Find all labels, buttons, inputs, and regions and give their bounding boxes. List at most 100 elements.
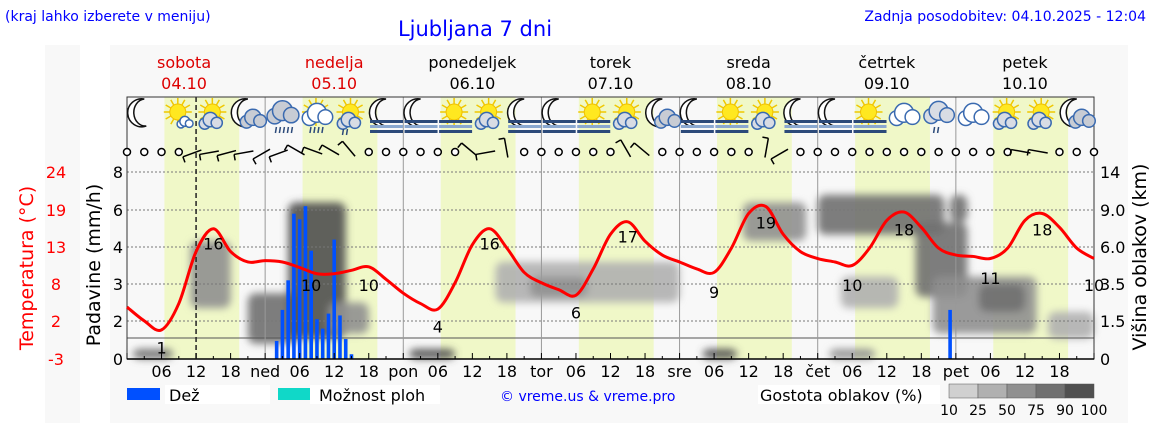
sun-ray (495, 115, 502, 120)
temperature-value-label: 16 (203, 234, 223, 253)
calm-wind-icon (381, 147, 391, 157)
cloud-puff (184, 118, 194, 129)
sun-ray (630, 99, 635, 106)
sun-cloud-icon (612, 98, 641, 130)
sun-ray (460, 104, 467, 109)
cloud-puff (486, 116, 500, 130)
sun-ray (215, 99, 220, 106)
cloud-height-tick: 3.5 (1100, 275, 1125, 294)
day-name: sobota (157, 53, 211, 72)
temperature-value-label: 10 (842, 276, 862, 295)
calm-wind-icon (1089, 147, 1099, 157)
copyright-link[interactable]: © vreme.us & vreme.pro (500, 389, 675, 405)
rain-bar (343, 339, 348, 359)
sun-ray (860, 99, 866, 106)
day-headers: sobota 04.10 nedelja 05.10 ponedeljek 06.10 to… (157, 53, 1048, 93)
barb-shaft (620, 139, 632, 158)
rain-bar (948, 309, 952, 359)
rain-bars (274, 206, 952, 359)
calm-wind-icon (744, 147, 753, 157)
rain-drop (274, 126, 278, 134)
precip-tick: 2 (113, 312, 123, 331)
x-day-label: ned (250, 362, 280, 381)
colorbar-tick: 50 (998, 403, 1016, 419)
x-tick-label: 18 (635, 362, 655, 381)
rain-drop (321, 126, 324, 134)
density-colorbar: 10 25 50 75 90 100 (940, 383, 1107, 419)
colorbar-tick: 75 (1027, 403, 1045, 419)
barb-tick (216, 155, 220, 162)
rain-drop (309, 126, 312, 134)
sun-ray (994, 104, 1001, 109)
temperature-value-label: 10 (301, 276, 321, 295)
sun-ray (184, 104, 191, 109)
colorbar-tick: 25 (969, 403, 987, 419)
fog-line (370, 125, 404, 128)
sun-ray (337, 104, 344, 109)
calm-wind-icon (519, 147, 529, 157)
sun-ray (480, 99, 486, 106)
fog-line (370, 130, 404, 133)
barb-tick (1009, 149, 1012, 156)
x-day-label: pon (388, 362, 418, 381)
calm-wind-icon (692, 147, 702, 157)
colorbar-tick: 10 (940, 403, 958, 419)
moon-cloud-icon (645, 98, 682, 129)
barb-shaft (233, 150, 254, 156)
fog-line (818, 120, 852, 123)
sun-fog-icon (853, 98, 887, 133)
moon-fog-icon (783, 98, 818, 133)
moon-fog-icon (506, 98, 542, 133)
sun-ray (633, 104, 640, 109)
sun-ray (875, 115, 882, 120)
x-tick-label: 06 (704, 362, 724, 381)
fog-line (784, 120, 818, 123)
sun-ray (717, 104, 724, 109)
sun-ray (598, 115, 605, 120)
calm-wind-icon (606, 147, 615, 157)
calm-wind-icon (399, 147, 408, 157)
temperature-value-label: 4 (433, 317, 443, 336)
fog-line (853, 130, 887, 133)
sun-ray (1047, 104, 1054, 109)
barb-tick (1026, 149, 1030, 156)
cloud-region (529, 276, 588, 297)
rain-bar (286, 280, 290, 359)
sun-ray (441, 104, 448, 109)
sun-ray (579, 115, 586, 120)
sun-disc (445, 103, 463, 121)
cloud-height-axis-label: Višina oblakov (km) (1129, 164, 1151, 351)
calm-wind-icon (537, 147, 546, 157)
sun-ray (875, 104, 882, 109)
cloud-region (1047, 311, 1094, 339)
temperature-value-label: 18 (1032, 220, 1052, 239)
calm-wind-icon (1055, 147, 1064, 157)
cloud-puff (904, 108, 921, 126)
rain-bar (332, 239, 337, 359)
barb-shaft (764, 138, 770, 158)
x-tick-label: 12 (186, 362, 206, 381)
rain-drop (278, 126, 282, 134)
fog-line (818, 125, 852, 128)
rain-drop (317, 126, 320, 134)
sun-ray (579, 104, 586, 109)
fog-line (853, 120, 887, 123)
x-tick-label: 18 (1049, 362, 1069, 381)
sun-ray (1044, 99, 1049, 106)
cloud-puff (938, 106, 956, 124)
sun-ray (1028, 104, 1035, 109)
rain-drop (932, 126, 936, 134)
temperature-value-label: 11 (980, 269, 1000, 288)
sun-disc (860, 103, 878, 121)
precip-axis-label: Padavine (mm/h) (83, 184, 105, 347)
sun-cloud-drizzle-icon (336, 98, 365, 136)
day-date: 08.10 (726, 74, 772, 93)
temperature-value-label: 1 (156, 338, 166, 357)
sun-ray (595, 99, 600, 106)
last-updated: Zadnja posodobitev: 04.10.2025 - 12:04 (864, 9, 1146, 25)
cloud-height-tick: 9.0 (1100, 201, 1125, 220)
temperature-tick: 24 (46, 163, 66, 182)
sun-ray (717, 115, 724, 120)
